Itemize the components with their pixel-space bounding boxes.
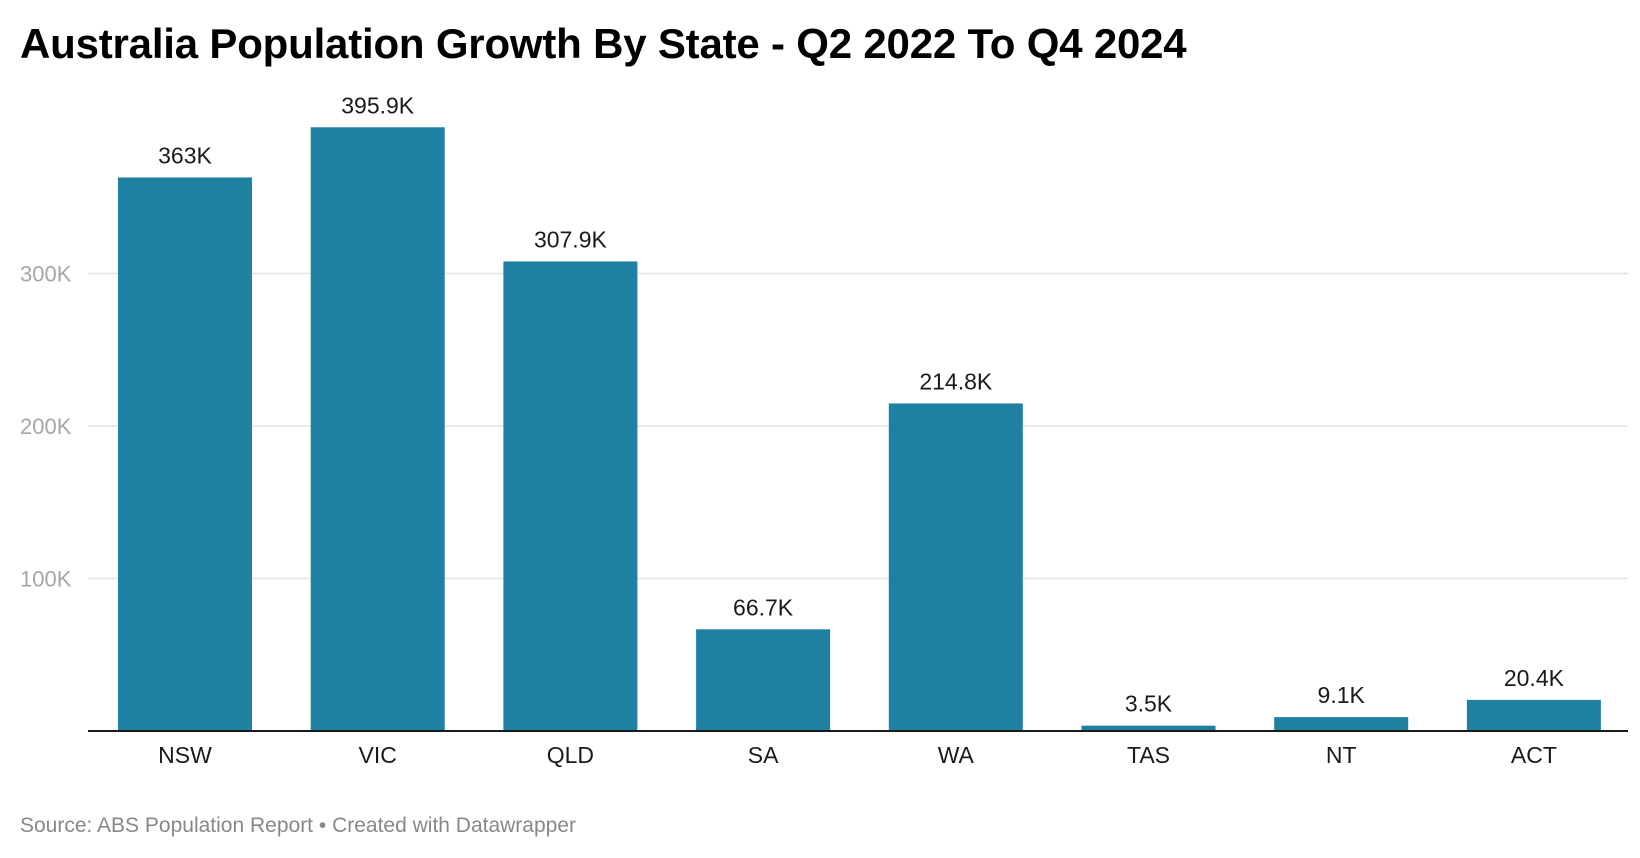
x-axis: NSW VIC QLD SA WA TAS NT ACT bbox=[88, 730, 1628, 768]
data-label-sa: 66.7K bbox=[733, 594, 794, 620]
bar-act[interactable] bbox=[1466, 699, 1601, 731]
x-tick-label-vic: VIC bbox=[359, 742, 397, 768]
bars bbox=[118, 127, 1601, 732]
x-tick-label-wa: WA bbox=[938, 742, 975, 768]
data-label-tas: 3.5K bbox=[1125, 691, 1173, 717]
footer-separator: • bbox=[318, 814, 327, 837]
data-labels: 363K 395.9K 307.9K 66.7K 214.8K 3.5K 9.1K 20.4K bbox=[158, 92, 1564, 716]
x-tick-label-act: ACT bbox=[1511, 742, 1557, 768]
data-label-act: 20.4K bbox=[1504, 665, 1565, 691]
y-tick-label: 100K bbox=[20, 567, 72, 592]
x-tick-label-qld: QLD bbox=[547, 742, 594, 768]
bar-sa[interactable] bbox=[696, 629, 831, 731]
bar-nsw[interactable] bbox=[118, 177, 252, 732]
chart-title: Australia Population Growth By State - Q… bbox=[20, 20, 1187, 67]
bar-nt[interactable] bbox=[1274, 717, 1409, 731]
bar-vic[interactable] bbox=[310, 127, 445, 731]
y-tick-label: 200K bbox=[20, 414, 72, 439]
x-tick-label-nt: NT bbox=[1326, 742, 1357, 768]
y-tick-label: 300K bbox=[20, 262, 72, 287]
data-label-nt: 9.1K bbox=[1318, 682, 1366, 708]
data-label-vic: 395.9K bbox=[341, 92, 415, 118]
x-tick-label-nsw: NSW bbox=[158, 742, 212, 768]
data-label-wa: 214.8K bbox=[919, 368, 993, 394]
data-label-qld: 307.9K bbox=[534, 226, 608, 252]
x-tick-label-tas: TAS bbox=[1127, 742, 1170, 768]
bar-tas[interactable] bbox=[1081, 725, 1216, 731]
source-note: Source: ABS Population Report bbox=[20, 814, 314, 837]
bar-chart: 100K 200K 300K 363K 395.9K 307.9K 66.7K 214.8K… bbox=[20, 92, 1628, 768]
bar-qld[interactable] bbox=[503, 261, 638, 731]
credit-note: Created with Datawrapper bbox=[332, 814, 577, 837]
x-tick-label-sa: SA bbox=[748, 742, 779, 768]
footer: Source: ABS Population Report • Created … bbox=[20, 814, 576, 838]
gridlines: 100K 200K 300K bbox=[20, 262, 1628, 592]
data-label-nsw: 363K bbox=[158, 142, 212, 168]
bar-wa[interactable] bbox=[888, 403, 1023, 731]
